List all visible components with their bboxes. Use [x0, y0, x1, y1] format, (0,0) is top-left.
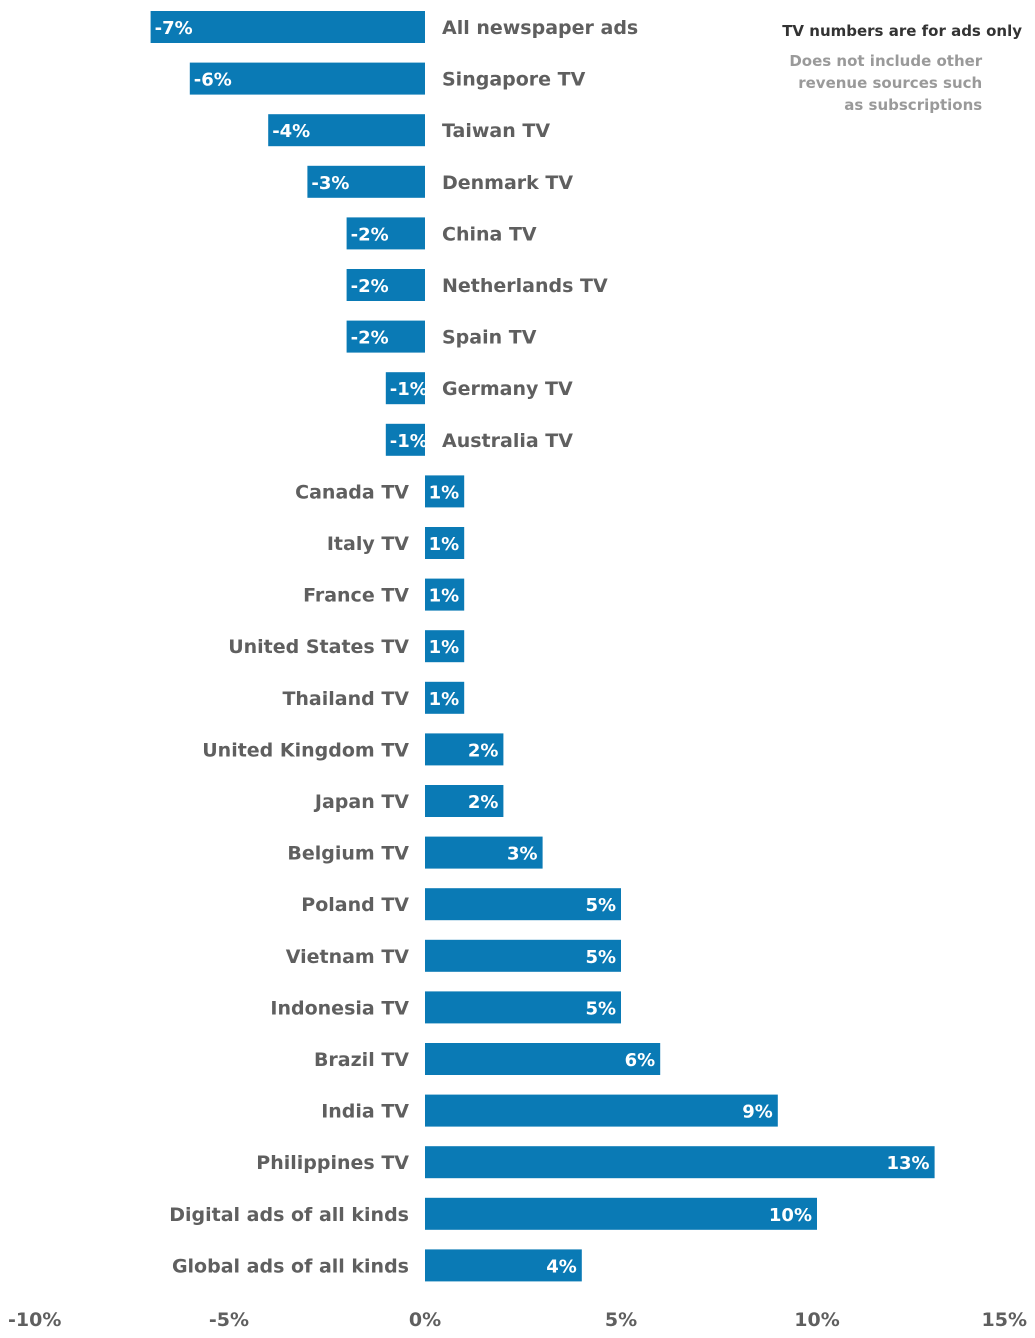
bar	[307, 165, 425, 198]
category-label: Denmark TV	[442, 172, 573, 194]
category-label: Canada TV	[295, 481, 409, 503]
bar	[150, 11, 425, 43]
category-label: Italy TV	[327, 533, 409, 555]
category-label: Japan TV	[313, 791, 409, 813]
value-label: -1%	[390, 379, 428, 400]
value-label: 13%	[887, 1153, 930, 1174]
category-label: United States TV	[228, 636, 409, 658]
value-label: 5%	[585, 998, 616, 1019]
bar	[385, 423, 425, 456]
note-title: TV numbers are for ads only	[782, 22, 1022, 40]
bar	[425, 1094, 778, 1127]
bar	[268, 114, 425, 147]
value-label: -2%	[351, 328, 389, 349]
value-label: 1%	[429, 689, 460, 710]
bar	[346, 320, 425, 353]
bar	[425, 991, 621, 1024]
note-subtitle: Does not include other revenue sources s…	[789, 52, 983, 114]
value-label: 1%	[429, 586, 460, 607]
category-label: Spain TV	[442, 327, 537, 349]
bar	[425, 1146, 935, 1179]
category-label: Netherlands TV	[442, 275, 608, 297]
bar	[425, 939, 621, 972]
value-label: -6%	[194, 70, 232, 91]
category-label: Belgium TV	[287, 843, 409, 865]
value-label: -4%	[272, 121, 310, 142]
value-label: -7%	[155, 18, 193, 39]
value-label: -3%	[311, 173, 349, 194]
value-label: 9%	[742, 1102, 773, 1123]
bar	[425, 733, 504, 766]
bar	[425, 1197, 817, 1230]
category-label: Philippines TV	[256, 1152, 409, 1174]
value-label: 5%	[585, 895, 616, 916]
x-tick-label: 0%	[409, 1309, 441, 1331]
bar	[425, 1249, 582, 1282]
value-label: 5%	[585, 947, 616, 968]
bar	[425, 785, 504, 817]
category-label: Global ads of all kinds	[172, 1255, 409, 1277]
category-label: Brazil TV	[314, 1049, 409, 1071]
value-label: 1%	[429, 482, 460, 503]
category-label: Indonesia TV	[270, 997, 409, 1019]
bar	[385, 372, 425, 405]
category-label: United Kingdom TV	[202, 739, 409, 761]
bar	[425, 681, 465, 714]
category-label: Digital ads of all kinds	[169, 1204, 409, 1226]
category-label: France TV	[303, 585, 409, 607]
chart-note: TV numbers are for ads only Does not inc…	[782, 20, 1022, 116]
bar	[425, 1043, 661, 1075]
value-label: 1%	[429, 534, 460, 555]
category-label: Vietnam TV	[286, 946, 410, 968]
value-label: 3%	[507, 844, 538, 865]
value-label: -2%	[351, 276, 389, 297]
value-label: 10%	[769, 1205, 812, 1226]
x-tick-label: -5%	[209, 1309, 249, 1331]
value-label: -1%	[390, 431, 428, 452]
value-label: 2%	[468, 740, 499, 761]
value-label: 4%	[546, 1256, 577, 1277]
bar	[346, 217, 425, 250]
category-label: Thailand TV	[282, 688, 409, 710]
bar	[425, 527, 465, 559]
bar	[425, 888, 621, 921]
category-label: Australia TV	[442, 430, 573, 452]
bar	[425, 836, 543, 869]
value-label: 2%	[468, 792, 499, 813]
bar	[189, 62, 425, 95]
category-label: Singapore TV	[442, 69, 586, 91]
x-tick-label: 10%	[794, 1309, 839, 1331]
bar	[346, 269, 425, 301]
value-label: 1%	[429, 637, 460, 658]
bar	[425, 578, 465, 611]
value-label: -2%	[351, 224, 389, 245]
x-tick-label: 5%	[605, 1309, 637, 1331]
bar	[425, 630, 465, 663]
x-tick-label: -10%	[8, 1309, 61, 1331]
category-label: All newspaper ads	[442, 17, 638, 39]
category-label: Germany TV	[442, 378, 573, 400]
value-label: 6%	[625, 1050, 656, 1071]
bar	[425, 475, 465, 508]
category-label: Poland TV	[301, 894, 409, 916]
x-tick-label: 15%	[982, 1309, 1027, 1331]
category-label: China TV	[442, 223, 537, 245]
category-label: Taiwan TV	[442, 120, 550, 142]
category-label: India TV	[321, 1101, 409, 1123]
